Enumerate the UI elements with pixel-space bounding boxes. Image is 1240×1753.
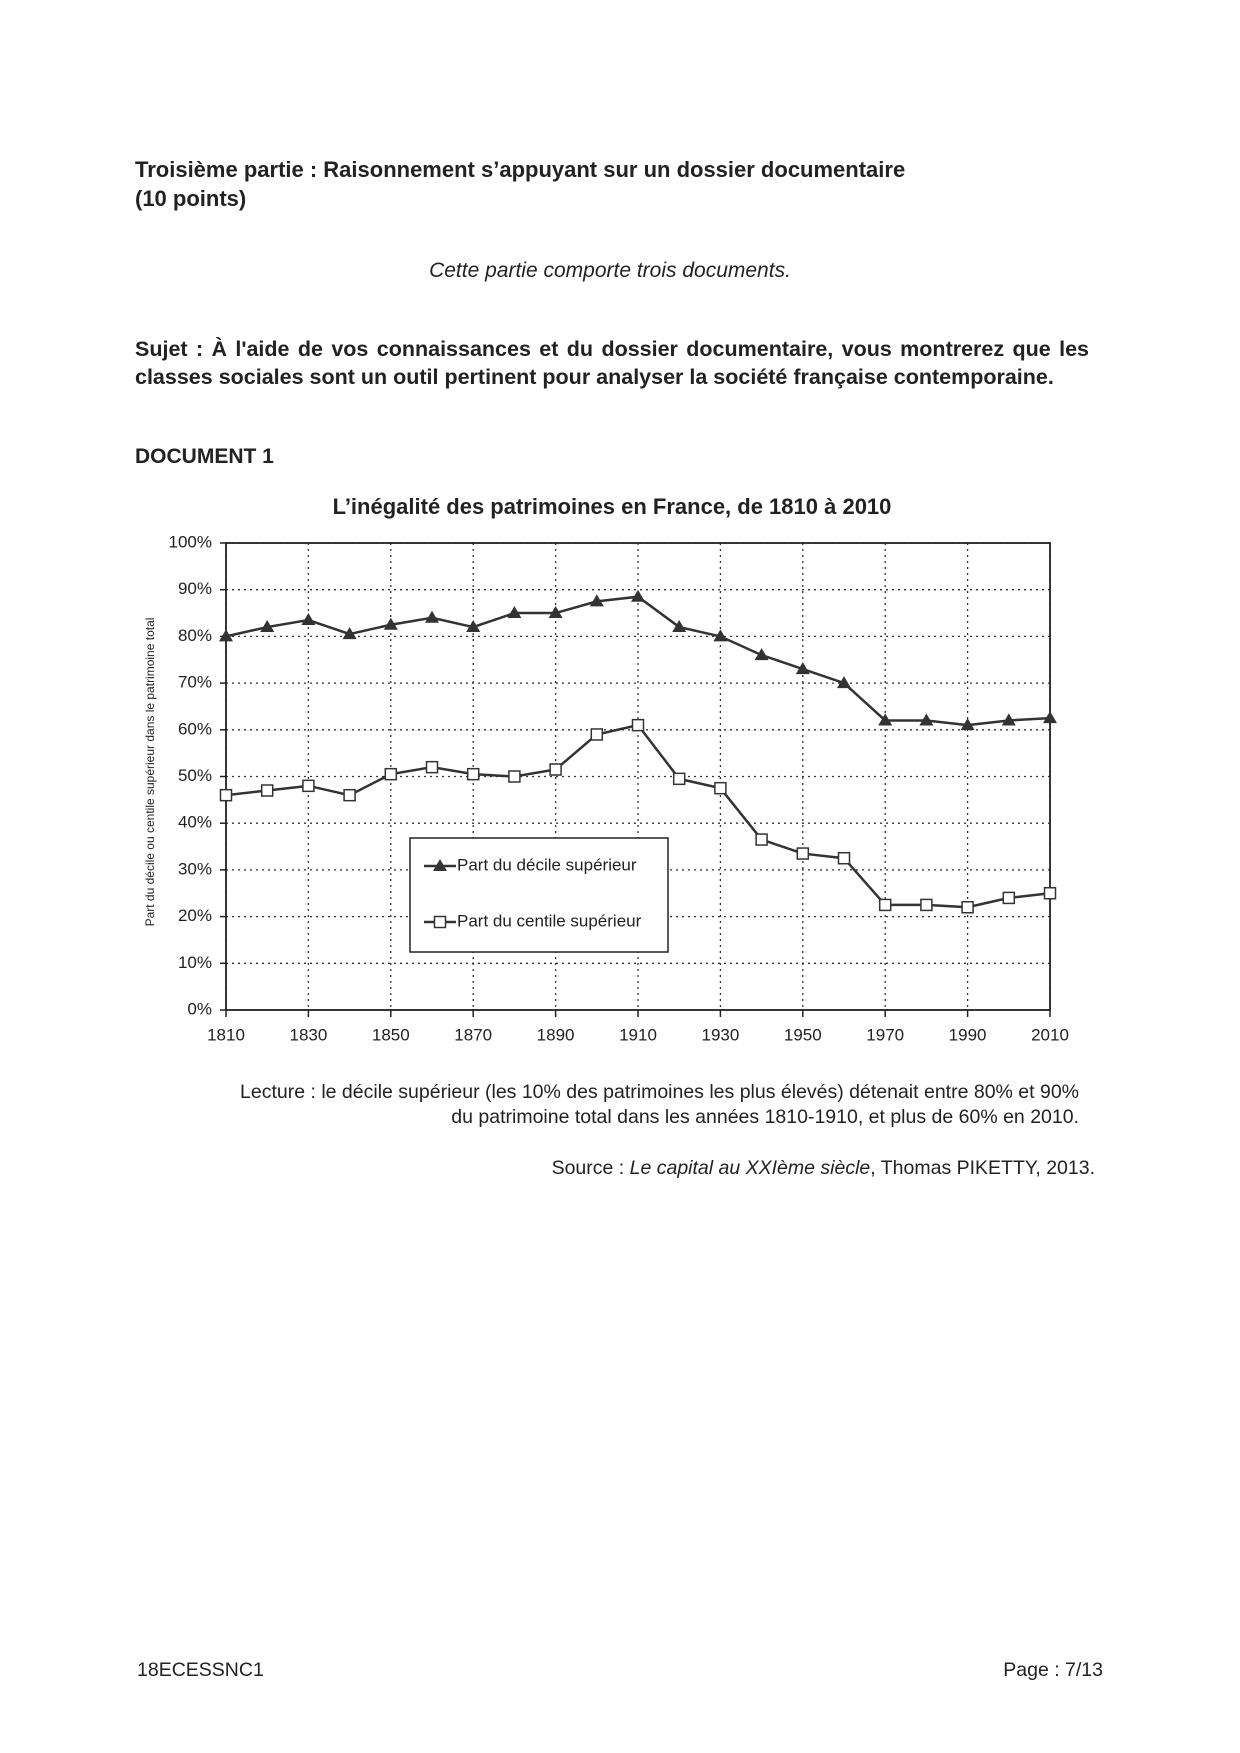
data-point bbox=[714, 781, 727, 795]
source: Source : Le capital au XXIème siècle, Th… bbox=[552, 1157, 1095, 1180]
data-point bbox=[342, 627, 357, 640]
subject: Sujet : À l'aide de vos connaissances et… bbox=[135, 337, 1089, 389]
data-point bbox=[302, 779, 315, 793]
intro: Cette partie comporte trois documents. bbox=[429, 259, 791, 282]
data-point bbox=[466, 767, 480, 781]
data-point bbox=[343, 788, 356, 802]
data-point bbox=[508, 770, 521, 783]
data-point bbox=[549, 763, 562, 776]
data-point bbox=[796, 847, 810, 860]
data-point bbox=[260, 620, 275, 633]
y-axis-label: Part du décile ou centile supérieur dans… bbox=[143, 618, 157, 927]
y-tick-label: 20% bbox=[178, 906, 212, 925]
data-point bbox=[1001, 713, 1016, 726]
data-point bbox=[919, 713, 934, 726]
x-tick-label: 1890 bbox=[537, 1025, 575, 1044]
data-point bbox=[466, 620, 481, 633]
x-tick-label: 1810 bbox=[207, 1025, 245, 1044]
y-tick-label: 70% bbox=[178, 673, 212, 692]
legend-label: Part du décile supérieur bbox=[457, 855, 637, 874]
data-point bbox=[383, 617, 398, 630]
x-tick-label: 1970 bbox=[866, 1025, 904, 1044]
y-tick-label: 60% bbox=[178, 719, 212, 738]
data-point bbox=[754, 648, 769, 661]
legend-marker bbox=[433, 915, 447, 929]
source-rest: , Thomas PIKETTY, 2013. bbox=[870, 1157, 1095, 1179]
data-point bbox=[631, 589, 645, 602]
points: (10 points) bbox=[135, 186, 247, 211]
data-point bbox=[425, 610, 439, 623]
data-point bbox=[384, 767, 398, 781]
legend-box bbox=[409, 837, 669, 953]
y-tick-label: 30% bbox=[178, 859, 212, 878]
source-prefix: Source : bbox=[551, 1157, 630, 1179]
data-point bbox=[1043, 887, 1057, 900]
y-tick-label: 50% bbox=[178, 766, 212, 785]
data-point bbox=[837, 676, 851, 689]
data-point bbox=[260, 784, 274, 797]
x-tick-label: 1990 bbox=[949, 1025, 987, 1044]
data-point bbox=[507, 606, 522, 619]
data-point bbox=[960, 718, 975, 731]
data-point bbox=[878, 713, 893, 726]
x-tick-label: 1870 bbox=[454, 1025, 492, 1044]
data-point bbox=[590, 728, 604, 741]
x-tick-label: 1930 bbox=[701, 1025, 739, 1044]
reading-line: Lecture : le décile supérieur (les 10% d… bbox=[240, 1081, 1079, 1103]
part-title: Troisième partie : Raisonnement s’appuya… bbox=[135, 157, 906, 182]
source-work: Le capital au XXIème siècle bbox=[629, 1157, 871, 1179]
data-point bbox=[795, 662, 810, 675]
data-point bbox=[755, 833, 768, 846]
data-point bbox=[920, 898, 933, 912]
data-point bbox=[713, 629, 728, 642]
data-point bbox=[219, 788, 233, 802]
footer-code: 18ECESSNC1 bbox=[137, 1659, 264, 1681]
document-label: DOCUMENT 1 bbox=[135, 445, 274, 468]
data-point bbox=[548, 606, 563, 619]
data-point bbox=[219, 629, 233, 642]
y-tick-label: 80% bbox=[178, 626, 212, 645]
reading-line: du patrimoine total dans les années 1810… bbox=[451, 1106, 1079, 1128]
data-point bbox=[1002, 891, 1016, 905]
data-point bbox=[672, 620, 687, 633]
y-tick-label: 100% bbox=[169, 532, 212, 551]
chart-title: L’inégalité des patrimoines en France, d… bbox=[333, 494, 892, 519]
y-tick-label: 0% bbox=[187, 999, 212, 1018]
y-tick-label: 40% bbox=[178, 813, 212, 832]
data-point bbox=[837, 851, 851, 865]
legend-label: Part du centile supérieur bbox=[457, 911, 642, 930]
x-tick-label: 1850 bbox=[372, 1025, 410, 1044]
x-tick-label: 2010 bbox=[1031, 1025, 1069, 1044]
footer-page: Page : 7/13 bbox=[1003, 1659, 1103, 1681]
data-point bbox=[589, 594, 604, 607]
data-point bbox=[301, 613, 316, 626]
data-point bbox=[961, 901, 974, 914]
data-point bbox=[878, 898, 892, 912]
plot-frame bbox=[225, 542, 1051, 1011]
data-point bbox=[672, 772, 686, 786]
y-tick-label: 90% bbox=[178, 579, 212, 598]
data-point bbox=[1043, 711, 1057, 724]
data-point bbox=[631, 718, 645, 732]
x-tick-label: 1950 bbox=[784, 1025, 822, 1044]
x-tick-label: 1910 bbox=[619, 1025, 657, 1044]
data-point bbox=[425, 760, 439, 774]
y-tick-label: 10% bbox=[178, 953, 212, 972]
legend-marker bbox=[433, 859, 447, 871]
x-tick-label: 1830 bbox=[289, 1025, 327, 1044]
